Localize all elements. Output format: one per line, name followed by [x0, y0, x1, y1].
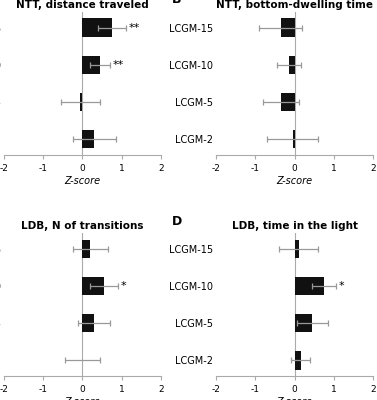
Bar [294, 240, 299, 258]
Bar [83, 277, 104, 295]
Title: NTT, bottom-dwelling time: NTT, bottom-dwelling time [216, 0, 373, 10]
Bar [294, 277, 324, 295]
Bar [83, 18, 112, 37]
Bar [83, 130, 94, 148]
Text: *: * [121, 281, 126, 291]
Text: **: ** [128, 23, 139, 33]
Text: **: ** [113, 60, 124, 70]
Text: *: * [339, 281, 344, 291]
Text: D: D [172, 215, 182, 228]
Title: LDB, N of transitions: LDB, N of transitions [21, 221, 144, 231]
X-axis label: Z-score: Z-score [64, 397, 100, 400]
X-axis label: Z-score: Z-score [277, 176, 313, 186]
Bar [289, 56, 294, 74]
X-axis label: Z-score: Z-score [277, 397, 313, 400]
Text: B: B [172, 0, 181, 6]
Bar [83, 56, 100, 74]
Bar [281, 93, 294, 111]
Title: LDB, time in the light: LDB, time in the light [231, 221, 358, 231]
Bar [281, 18, 294, 37]
Bar [294, 351, 300, 370]
Bar [293, 130, 294, 148]
Bar [83, 240, 90, 258]
Title: NTT, distance traveled: NTT, distance traveled [16, 0, 149, 10]
Bar [294, 314, 312, 332]
X-axis label: Z-score: Z-score [64, 176, 100, 186]
Bar [83, 314, 94, 332]
Bar [80, 93, 83, 111]
